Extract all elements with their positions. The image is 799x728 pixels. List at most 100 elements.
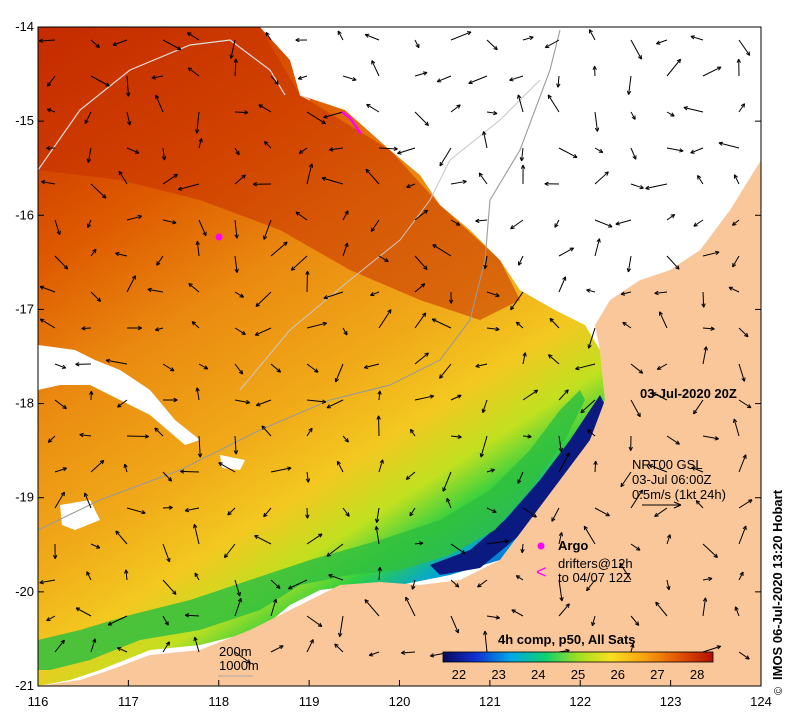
current-arrow: [549, 317, 560, 329]
current-arrow: [732, 418, 740, 437]
current-arrow: [75, 362, 92, 367]
current-arrow: [558, 532, 564, 545]
current-arrow: [107, 615, 128, 626]
lat-tick-label: -21: [15, 678, 34, 693]
current-arrow: [191, 321, 200, 329]
credit-text: IMOS 06-Jul-2020 13:20 Hobart: [770, 489, 785, 680]
current-arrow: [334, 643, 344, 653]
current-arrow: [193, 636, 200, 653]
current-arrow: [46, 108, 56, 113]
current-arrow: [193, 524, 200, 545]
lat-tick-label: -19: [15, 490, 34, 505]
current-arrow: [366, 103, 380, 113]
current-arrow: [186, 32, 200, 41]
current-arrow: [515, 575, 524, 581]
current-arrow: [630, 39, 642, 60]
current-arrow: [486, 615, 500, 620]
current-arrow: [575, 363, 596, 371]
current-arrow: [690, 147, 704, 154]
current-arrow: [738, 103, 746, 113]
current-arrow: [626, 75, 632, 95]
current-arrow: [255, 399, 272, 407]
current-arrow: [184, 613, 200, 618]
current-arrow: [738, 525, 747, 545]
current-arrow: [654, 507, 668, 518]
current-arrow: [594, 171, 609, 185]
current-arrow: [666, 255, 680, 270]
drifter-legend-icon: <: [536, 562, 547, 582]
current-arrow: [630, 543, 641, 551]
current-arrow: [522, 434, 532, 439]
current-arrow: [701, 291, 706, 308]
current-arrow: [86, 147, 92, 163]
current-arrow: [54, 255, 69, 270]
current-arrow: [263, 141, 272, 149]
lat-tick-label: -14: [15, 19, 34, 34]
current-arrow: [75, 607, 92, 617]
current-arrow: [511, 609, 524, 617]
current-arrow: [229, 39, 236, 59]
current-arrow: [556, 75, 561, 88]
current-arrow: [479, 435, 488, 458]
contour-200m: [38, 39, 311, 171]
current-arrow: [41, 179, 56, 185]
current-arrow: [126, 214, 143, 221]
current-arrow: [54, 467, 67, 473]
current-arrow: [162, 363, 175, 372]
current-vectors: [38, 29, 753, 664]
current-arrow: [162, 641, 170, 653]
lon-tick-label: 122: [569, 694, 591, 709]
colorbar: [442, 651, 714, 663]
current-arrow: [630, 363, 644, 374]
current-arrow: [255, 291, 272, 308]
current-arrow: [450, 219, 461, 226]
current-arrow: [630, 615, 640, 626]
current-arrow: [551, 507, 560, 522]
current-arrow: [81, 326, 92, 331]
current-arrow: [378, 255, 389, 263]
current-arrow: [558, 389, 569, 401]
current-arrow: [126, 325, 143, 331]
colorbar-ticks: 22 23 24 25 26 27 28: [452, 667, 705, 682]
current-arrow: [483, 255, 488, 270]
current-arrow: [738, 363, 746, 382]
current-arrow: [656, 363, 668, 370]
currents-time: 03-Jul 06:00Z: [632, 472, 712, 487]
current-arrow: [702, 576, 713, 582]
current-arrow: [436, 75, 452, 83]
current-arrow: [702, 435, 719, 441]
lat-tick-label: -15: [15, 113, 34, 128]
coastal-nodata: [260, 27, 761, 325]
current-arrow: [84, 111, 92, 125]
current-arrow: [414, 541, 424, 546]
current-arrow: [648, 464, 668, 473]
current-arrow: [732, 255, 740, 268]
current-arrow: [126, 147, 140, 154]
lon-tick-label: 117: [118, 694, 139, 709]
current-arrow: [329, 147, 344, 152]
current-arrow: [154, 327, 164, 332]
current-arrow: [151, 75, 164, 80]
current-arrow: [162, 505, 173, 510]
current-arrow: [198, 219, 207, 237]
current-arrow: [194, 111, 200, 134]
current-arrow: [227, 507, 236, 516]
current-arrow: [270, 363, 282, 373]
current-arrow: [154, 427, 164, 437]
current-arrow: [666, 58, 682, 77]
current-arrow: [234, 174, 246, 185]
current-arrow: [306, 639, 314, 653]
current-arrow: [187, 67, 200, 77]
current-arrow: [195, 240, 200, 257]
current-arrow: [54, 363, 67, 369]
current-arrow: [195, 387, 200, 401]
colorbar-tick-label: 28: [690, 667, 704, 682]
current-arrow: [234, 399, 251, 405]
current-arrow: [406, 183, 416, 189]
current-arrow: [233, 58, 238, 77]
current-arrow: [38, 38, 56, 43]
current-arrow: [520, 543, 525, 554]
current-arrow: [517, 471, 524, 484]
current-arrow: [342, 507, 350, 517]
